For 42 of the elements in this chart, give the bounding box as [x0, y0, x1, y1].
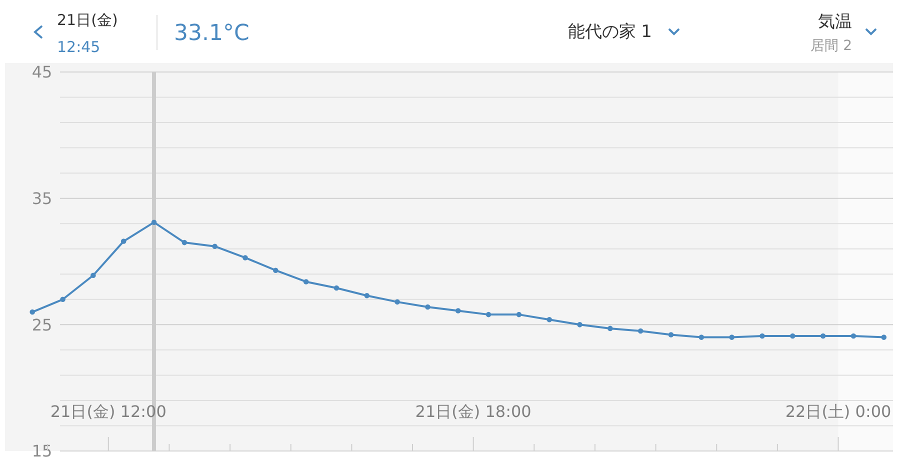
point — [182, 240, 188, 246]
point — [60, 296, 66, 302]
point — [546, 316, 552, 322]
point — [638, 328, 644, 334]
x-tick-label: 21日(金) 12:00 — [50, 402, 166, 421]
point — [303, 279, 309, 284]
point — [425, 304, 430, 310]
text: 12:45 — [57, 38, 100, 56]
x-tick-label: 21日(金) 18:00 — [415, 402, 532, 421]
point — [455, 308, 461, 314]
point — [394, 299, 400, 305]
point — [334, 285, 340, 291]
point — [30, 309, 36, 315]
point — [212, 244, 218, 249]
point — [242, 255, 248, 260]
text: 33.1°C — [174, 21, 250, 46]
point — [90, 272, 96, 278]
y-tick-label: 15 — [32, 442, 52, 460]
point — [577, 322, 582, 328]
point — [729, 334, 734, 340]
point — [486, 312, 492, 318]
point — [790, 333, 796, 339]
point — [608, 326, 613, 332]
point — [151, 220, 157, 225]
x-tick-label: 22日(土) 0:00 — [785, 402, 892, 421]
text: 居間 2 — [810, 38, 852, 54]
y-tick-label: 45 — [32, 62, 52, 82]
text: 能代の家 1 — [568, 22, 652, 42]
point — [850, 333, 856, 339]
point — [698, 334, 704, 340]
point — [668, 332, 674, 338]
point — [516, 312, 522, 318]
point — [120, 238, 126, 244]
y-tick-label: 35 — [32, 188, 52, 208]
point — [760, 333, 765, 339]
y-tick-label: 25 — [32, 315, 52, 334]
text: 21日(金) — [57, 11, 118, 29]
point — [364, 292, 370, 298]
point — [881, 334, 887, 340]
point — [273, 268, 278, 273]
point — [820, 333, 826, 339]
text: 気温 — [818, 12, 852, 32]
